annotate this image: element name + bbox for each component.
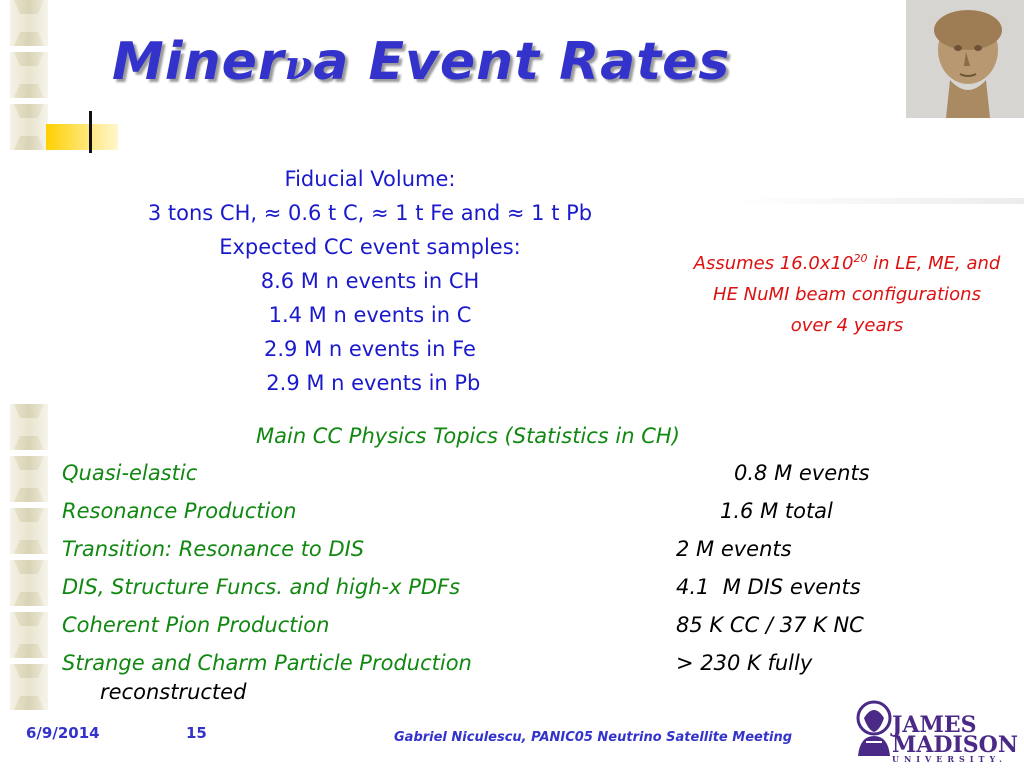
topic-label: DIS, Structure Funcs. and high-x PDFs — [62, 575, 461, 599]
accent-block — [46, 124, 118, 150]
summary-line: 2.9 M n events in Pb — [259, 371, 481, 395]
note-exponent: 20 — [853, 252, 868, 265]
logo-line-madison: MADISON — [892, 732, 1018, 758]
assumptions-note: Assumes 16.0x1020 in LE, ME, and HE NuMI… — [692, 248, 1002, 341]
topic-value: 4.1 M DIS events — [676, 575, 861, 599]
summary-line: 2.9 M n events in Fe — [264, 337, 476, 361]
title-text-end: a Event Rates — [313, 32, 731, 92]
topic-value-continuation: reconstructed — [100, 680, 247, 704]
footer-date: 6/9/2014 — [26, 724, 100, 742]
footer-credit: Gabriel Niculescu, PANIC05 Neutrino Sate… — [394, 730, 793, 745]
column-decoration-bottom — [10, 404, 48, 734]
university-seal-icon — [856, 700, 892, 756]
topic-label: Strange and Charm Particle Production — [62, 651, 472, 675]
university-logo — [846, 696, 1014, 760]
note-text-start: Assumes 16.0x10 — [693, 253, 854, 274]
slide-title: Minerνa Event Rates — [112, 32, 730, 92]
topic-value: 0.8 M events — [734, 461, 870, 485]
note-text-end: in LE, ME, and HE NuMI beam configuratio… — [713, 253, 1001, 336]
topics-heading: Main CC Physics Topics (Statistics in CH… — [256, 424, 680, 448]
fiducial-summary: Fiducial Volume: 3 tons CH, ≈ 0.6 t C, ≈… — [30, 162, 710, 400]
column-decoration-top — [10, 0, 48, 150]
page-number: 15 — [186, 724, 207, 742]
summary-line: Expected CC event samples: — [219, 235, 521, 259]
topic-label: Coherent Pion Production — [62, 613, 330, 637]
topic-label: Resonance Production — [62, 499, 297, 523]
logo-line-james: JAMES — [892, 712, 977, 738]
topic-value: 1.6 M total — [720, 499, 833, 523]
logo-line-university: UNIVERSITY. — [892, 754, 1007, 764]
divider-rule — [734, 198, 1024, 204]
accent-bar — [89, 111, 92, 153]
topic-label: Quasi-elastic — [62, 461, 198, 485]
topic-label: Transition: Resonance to DIS — [62, 537, 365, 561]
summary-line: Fiducial Volume: — [284, 167, 456, 191]
title-nu-symbol: ν — [284, 42, 314, 89]
summary-line: 8.6 M n events in CH — [260, 269, 480, 293]
summary-line: 3 tons CH, ≈ 0.6 t C, ≈ 1 t Fe and ≈ 1 t… — [147, 201, 593, 225]
title-text-start: Miner — [112, 32, 285, 92]
sculpture-portrait-image — [906, 0, 1024, 118]
topic-value: > 230 K fully — [676, 651, 813, 675]
summary-line: 1.4 M n events in C — [268, 303, 472, 327]
topic-value: 85 K CC / 37 K NC — [676, 613, 864, 637]
topic-value: 2 M events — [676, 537, 792, 561]
